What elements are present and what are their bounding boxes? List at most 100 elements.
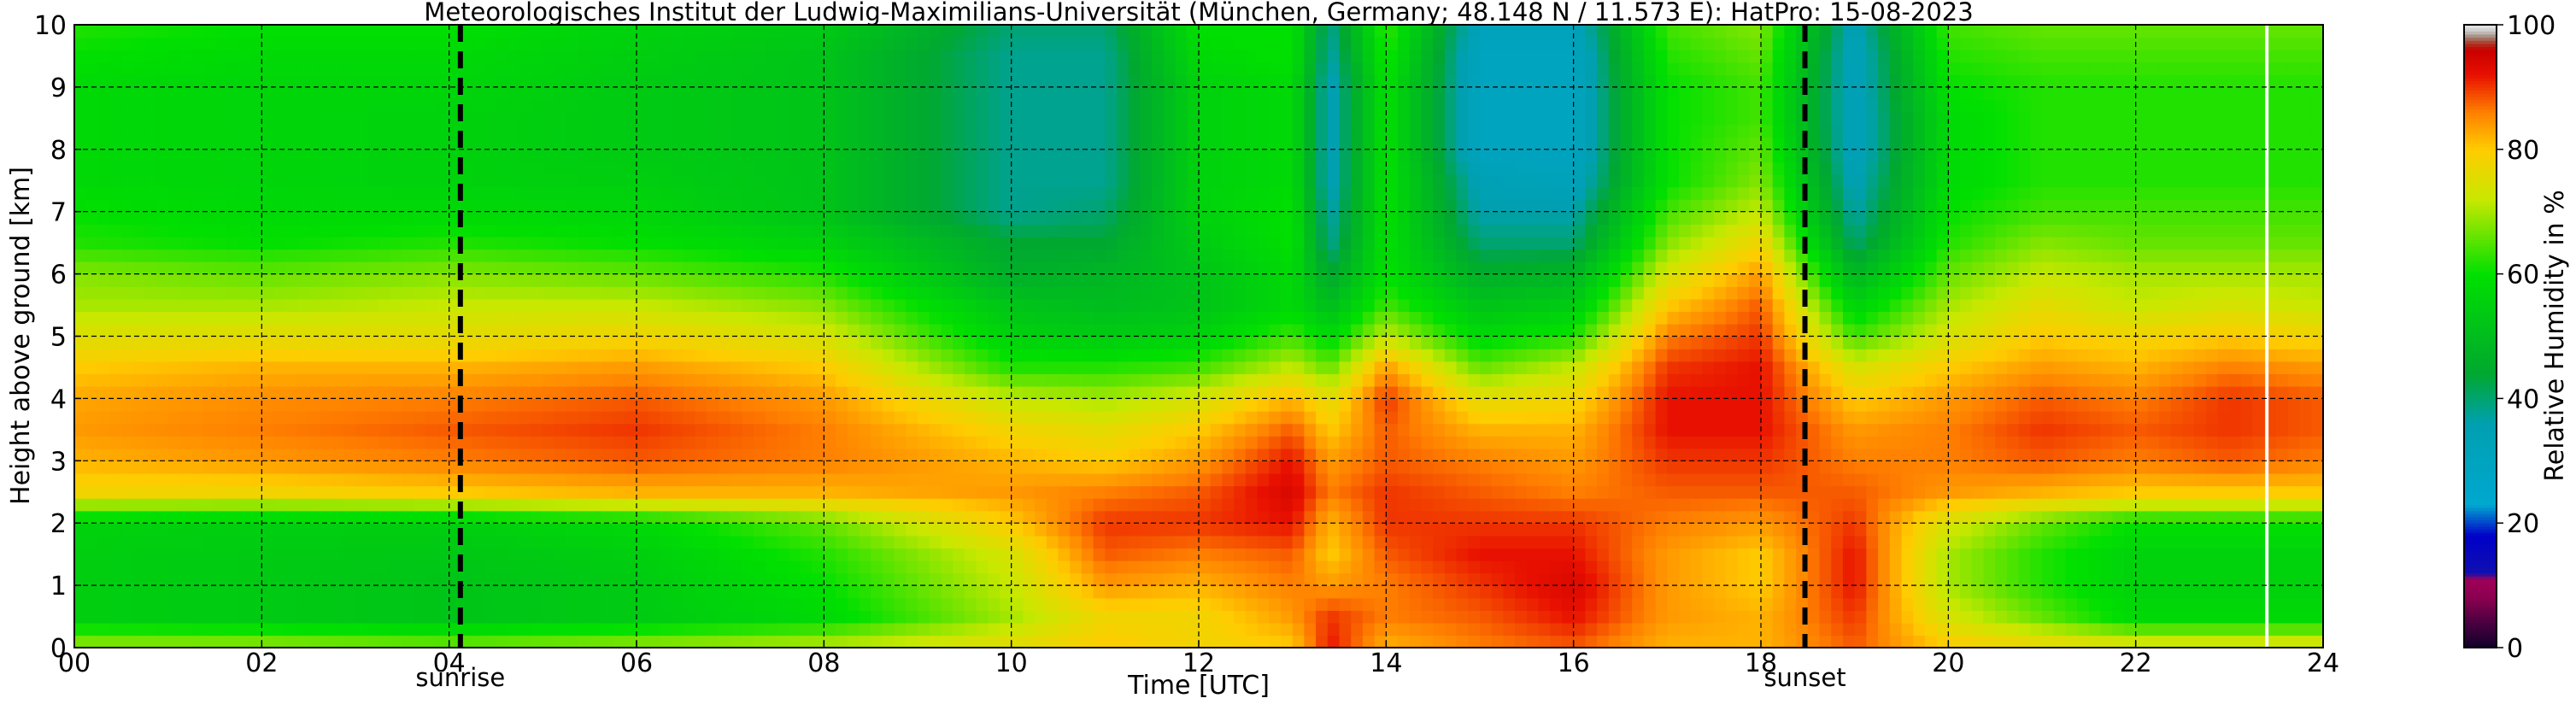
heatmap-cell <box>1210 186 1223 200</box>
heatmap-cell <box>1046 273 1059 287</box>
heatmap-cell <box>273 385 286 400</box>
heatmap-cell <box>1046 211 1059 225</box>
heatmap-cell <box>378 74 391 88</box>
heatmap-cell <box>765 62 778 76</box>
heatmap-cell <box>144 137 157 150</box>
heatmap-cell <box>590 149 602 163</box>
heatmap-cell <box>1070 137 1083 150</box>
heatmap-cell <box>308 286 321 300</box>
heatmap-cell <box>777 273 789 287</box>
heatmap-cell <box>1163 510 1177 524</box>
heatmap-cell <box>929 137 942 150</box>
heatmap-cell <box>543 635 555 648</box>
heatmap-cell <box>179 498 192 512</box>
heatmap-cell <box>929 498 942 512</box>
heatmap-cell <box>1081 423 1094 437</box>
heatmap-cell <box>531 298 544 313</box>
heatmap-cell <box>578 286 590 300</box>
heatmap-cell <box>718 349 731 362</box>
heatmap-cell <box>85 622 99 637</box>
heatmap-cell <box>988 273 1000 287</box>
heatmap-cell <box>578 137 590 150</box>
heatmap-cell <box>238 610 251 624</box>
heatmap-cell <box>765 461 778 474</box>
heatmap-cell <box>1058 249 1071 262</box>
heatmap-cell <box>472 349 485 362</box>
heatmap-cell <box>132 86 145 101</box>
heatmap-cell <box>1140 62 1153 76</box>
heatmap-cell <box>332 448 344 461</box>
heatmap-cell <box>1187 161 1200 175</box>
heatmap-cell <box>625 137 637 150</box>
heatmap-cell <box>648 461 661 474</box>
heatmap-cell <box>249 286 263 300</box>
heatmap-cell <box>613 385 625 400</box>
heatmap-cell <box>1070 436 1083 449</box>
heatmap-cell <box>261 124 274 138</box>
heatmap-cell <box>999 448 1012 461</box>
heatmap-cell <box>1140 361 1153 374</box>
heatmap-cell <box>226 361 239 374</box>
heatmap-cell <box>202 311 216 325</box>
heatmap-cell <box>871 560 883 574</box>
heatmap-cell <box>249 86 263 101</box>
heatmap-cell <box>484 349 497 362</box>
heatmap-cell <box>812 74 825 88</box>
heatmap-cell <box>683 99 696 113</box>
heatmap-cell <box>812 472 825 487</box>
heatmap-cell <box>472 510 485 524</box>
heatmap-cell <box>332 25 344 38</box>
heatmap-cell <box>1105 311 1118 325</box>
heatmap-cell <box>1234 472 1247 487</box>
heatmap-cell <box>1046 249 1059 262</box>
heatmap-cell <box>918 336 930 349</box>
heatmap-cell <box>367 249 380 262</box>
heatmap-cell <box>953 336 965 349</box>
heatmap-cell <box>496 137 508 150</box>
heatmap-cell <box>132 311 145 325</box>
heatmap-cell <box>1011 635 1024 648</box>
heatmap-cell <box>472 448 485 461</box>
heatmap-cell <box>918 410 930 425</box>
heatmap-cell <box>730 161 743 175</box>
heatmap-cell <box>85 535 99 549</box>
heatmap-cell <box>1210 86 1223 101</box>
heatmap-cell <box>683 535 696 549</box>
heatmap-cell <box>1175 398 1188 412</box>
heatmap-cell <box>953 261 965 275</box>
heatmap-cell <box>120 50 134 63</box>
heatmap-cell <box>555 62 567 76</box>
heatmap-cell <box>1035 74 1047 88</box>
heatmap-cell <box>648 622 661 637</box>
heatmap-cell <box>894 261 907 275</box>
heatmap-cell <box>613 186 625 200</box>
heatmap-cell <box>847 286 860 300</box>
heatmap-cell <box>296 273 309 287</box>
heatmap-cell <box>988 173 1000 188</box>
heatmap-cell <box>390 423 403 437</box>
heatmap-cell <box>590 199 602 213</box>
heatmap-cell <box>355 373 368 387</box>
heatmap-cell <box>1199 585 1212 599</box>
heatmap-cell <box>167 298 181 313</box>
heatmap-cell <box>226 273 239 287</box>
heatmap-cell <box>1058 236 1071 250</box>
heatmap-cell <box>472 336 485 349</box>
heatmap-cell <box>836 523 848 537</box>
heatmap-cell <box>648 472 661 487</box>
heatmap-cell <box>285 298 298 313</box>
heatmap-cell <box>1070 510 1083 524</box>
heatmap-cell <box>1222 199 1235 213</box>
heatmap-cell <box>1105 224 1118 238</box>
heatmap-cell <box>765 25 778 38</box>
heatmap-cell <box>812 323 825 337</box>
heatmap-cell <box>390 485 403 499</box>
heatmap-cell <box>179 349 192 362</box>
heatmap-cell <box>155 74 169 88</box>
heatmap-cell <box>238 211 251 225</box>
heatmap-cell <box>461 323 473 337</box>
heatmap-cell <box>390 137 403 150</box>
heatmap-cell <box>648 523 661 537</box>
heatmap-cell <box>789 25 801 38</box>
heatmap-cell <box>519 373 532 387</box>
